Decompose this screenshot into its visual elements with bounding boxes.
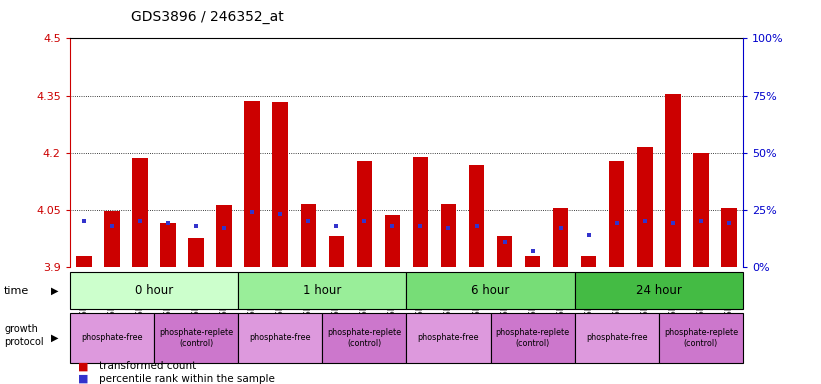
Text: phosphate-free: phosphate-free xyxy=(81,333,143,343)
Bar xyxy=(328,236,344,267)
Bar xyxy=(413,157,428,267)
Text: 1 hour: 1 hour xyxy=(303,284,342,297)
Bar xyxy=(575,313,659,363)
Bar xyxy=(581,256,596,267)
Text: phosphate-replete
(control): phosphate-replete (control) xyxy=(664,328,738,348)
Bar xyxy=(525,256,540,267)
Text: phosphate-replete
(control): phosphate-replete (control) xyxy=(496,328,570,348)
Bar xyxy=(132,158,148,267)
Text: time: time xyxy=(4,286,30,296)
Text: transformed count: transformed count xyxy=(99,361,195,371)
Bar xyxy=(238,272,406,309)
Text: 0 hour: 0 hour xyxy=(135,284,173,297)
Text: ■: ■ xyxy=(78,361,89,371)
Text: ▶: ▶ xyxy=(51,286,58,296)
Bar xyxy=(188,238,204,267)
Bar xyxy=(722,208,736,267)
Bar xyxy=(154,313,238,363)
Bar xyxy=(104,211,120,267)
Bar xyxy=(659,313,743,363)
Bar xyxy=(609,161,625,267)
Text: phosphate-free: phosphate-free xyxy=(586,333,648,343)
Bar xyxy=(70,272,238,309)
Bar xyxy=(323,313,406,363)
Text: phosphate-free: phosphate-free xyxy=(418,333,479,343)
Text: GDS3896 / 246352_at: GDS3896 / 246352_at xyxy=(131,10,284,23)
Bar xyxy=(70,313,154,363)
Bar xyxy=(406,272,575,309)
Bar xyxy=(245,101,259,267)
Bar xyxy=(300,204,316,267)
Bar xyxy=(76,256,91,267)
Text: 24 hour: 24 hour xyxy=(636,284,681,297)
Bar xyxy=(273,102,288,267)
Bar xyxy=(238,313,323,363)
Bar xyxy=(217,205,232,267)
Bar xyxy=(497,236,512,267)
Bar xyxy=(553,208,568,267)
Text: growth
protocol: growth protocol xyxy=(4,324,44,347)
Text: phosphate-free: phosphate-free xyxy=(250,333,311,343)
Bar xyxy=(575,272,743,309)
Bar xyxy=(356,161,372,267)
Text: ■: ■ xyxy=(78,374,89,384)
Bar xyxy=(385,215,400,267)
Bar xyxy=(665,94,681,267)
Text: percentile rank within the sample: percentile rank within the sample xyxy=(99,374,274,384)
Text: phosphate-replete
(control): phosphate-replete (control) xyxy=(159,328,233,348)
Bar xyxy=(693,152,709,267)
Bar xyxy=(469,165,484,267)
Bar xyxy=(491,313,575,363)
Bar xyxy=(160,223,176,267)
Bar xyxy=(637,147,653,267)
Text: phosphate-replete
(control): phosphate-replete (control) xyxy=(328,328,401,348)
Text: ▶: ▶ xyxy=(51,333,58,343)
Text: 6 hour: 6 hour xyxy=(471,284,510,297)
Bar xyxy=(406,313,491,363)
Bar xyxy=(441,204,456,267)
